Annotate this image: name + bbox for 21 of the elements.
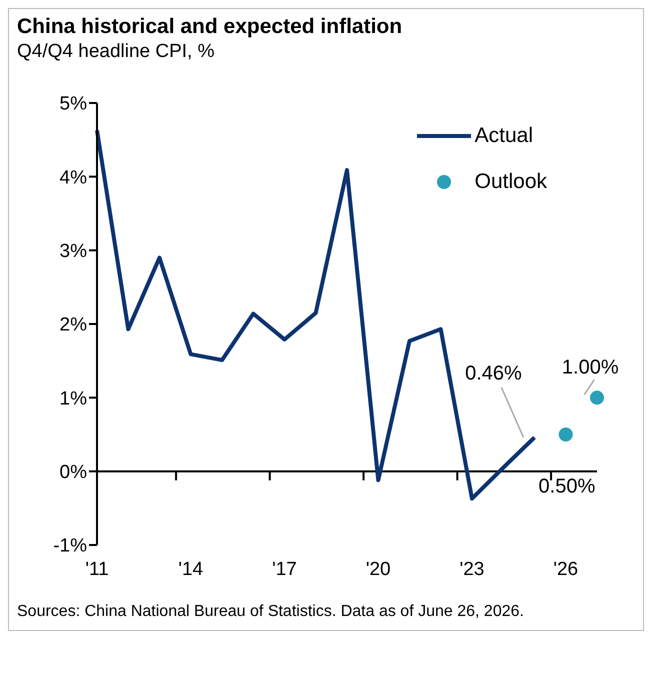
legend-label: Actual [474,123,533,149]
x-tick-label: '23 [460,559,484,580]
x-tick-label: '11 [85,559,109,580]
y-tick-label: 2% [60,314,88,336]
data-label: 0.46% [465,362,522,384]
x-tick-label: '17 [272,559,297,580]
x-tick-label: '20 [366,559,391,580]
y-tick-label: 4% [60,167,88,188]
chart-title: China historical and expected inflation [17,15,404,39]
y-tick-label: 3% [60,241,88,262]
y-tick-label: 1% [60,388,88,410]
y-tick-label: 0% [60,462,88,484]
x-tick-label: '14 [178,559,204,580]
legend-label: Outlook [474,169,547,195]
y-tick-label: -1% [53,536,88,557]
y-tick-label: 5% [60,94,88,115]
x-tick-label: '26 [553,559,578,580]
source-note: Sources: China National Bureau of Statistics. Data as of June 26, 2026. [17,602,525,622]
data-label: 1.00% [562,356,619,379]
chart-subtitle: Q4/Q4 headline CPI, % [17,41,216,63]
data-label: 0.50% [538,476,596,498]
